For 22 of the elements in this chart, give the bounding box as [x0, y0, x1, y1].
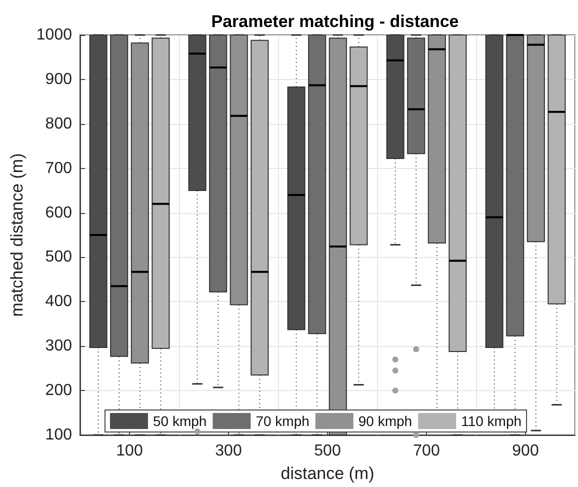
x-tick-label: 700 — [413, 442, 440, 460]
y-tick-label: 500 — [45, 248, 72, 266]
y-tick-label: 100 — [45, 426, 72, 444]
legend-label: 70 kmph — [256, 413, 310, 429]
y-tick-label: 200 — [45, 382, 72, 400]
y-tick-label: 600 — [45, 204, 72, 222]
y-axis-title: matched distance (m) — [8, 153, 27, 317]
legend-label: 90 kmph — [358, 413, 412, 429]
y-tick-label: 1000 — [36, 26, 72, 44]
x-tick-label: 500 — [314, 442, 341, 460]
legend-label: 110 kmph — [461, 413, 522, 429]
y-tick-label: 900 — [45, 70, 72, 88]
x-tick-label: 900 — [512, 442, 539, 460]
y-tick-label: 300 — [45, 338, 72, 355]
y-tick-label: 400 — [45, 293, 72, 310]
chart-title: Parameter matching - distance — [211, 12, 459, 31]
legend-label: 50 kmph — [153, 413, 207, 429]
x-axis-title: distance (m) — [280, 464, 374, 483]
y-tick-label: 800 — [45, 115, 72, 132]
x-tick-label: 300 — [215, 442, 242, 460]
x-tick-label: 100 — [116, 442, 143, 460]
y-tick-label: 700 — [45, 160, 72, 177]
